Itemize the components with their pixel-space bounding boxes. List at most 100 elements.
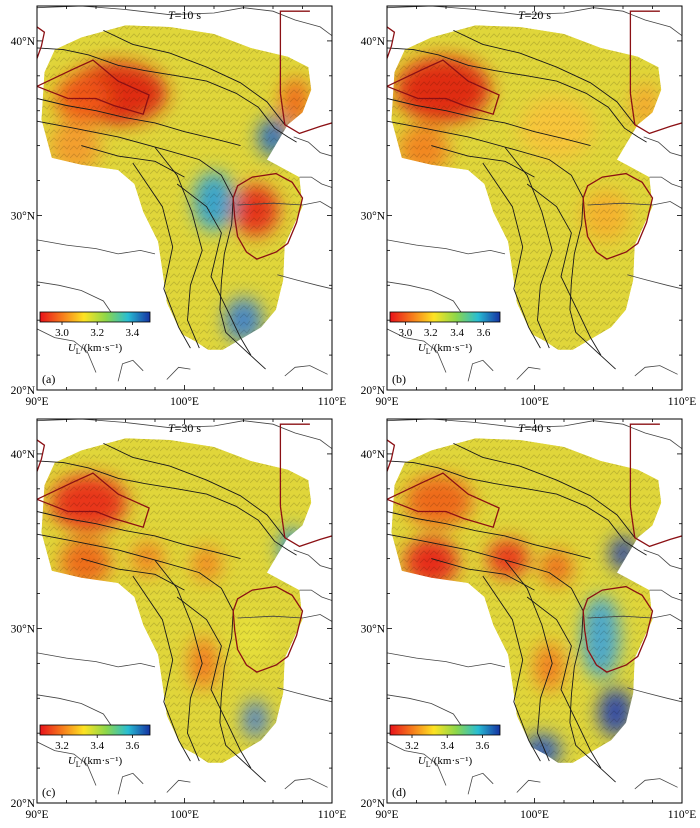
colorbar-tick-label: 3.2 <box>55 740 69 752</box>
block-boundary <box>387 47 647 143</box>
province-border <box>593 420 682 450</box>
colorbar <box>39 311 151 323</box>
map-lines <box>37 6 332 382</box>
province-border <box>37 741 97 786</box>
province-border <box>293 136 332 157</box>
axis-ticks <box>386 418 683 804</box>
block-boundary <box>132 575 191 762</box>
terrain-shading <box>391 438 662 763</box>
red-outline-edge <box>387 26 396 59</box>
province-border <box>627 274 682 290</box>
block-boundary <box>176 183 252 356</box>
lat-tick-label: 40°N <box>11 449 36 461</box>
province-border <box>37 239 156 255</box>
lat-tick-label: 40°N <box>11 36 36 48</box>
colorbar-tick-label: 3.4 <box>90 740 104 752</box>
lat-tick-label: 30°N <box>11 210 36 222</box>
lon-tick-label: 90°E <box>25 396 48 408</box>
province-border <box>587 201 682 209</box>
block-boundary <box>37 533 266 783</box>
province-border <box>387 419 594 429</box>
province-border <box>166 779 191 793</box>
province-border <box>593 7 682 37</box>
colorbar-tick-label: 3.2 <box>405 740 419 752</box>
block-boundary <box>482 575 541 762</box>
block-boundary <box>81 145 185 178</box>
period-title: T=20 s <box>518 8 551 22</box>
province-border <box>587 614 682 622</box>
province-border <box>37 281 116 319</box>
colorbar-tick-label: 3.6 <box>477 327 491 339</box>
map-panel-a: 90°E 100°E 110°E 20°N 30°N 40°N T=10 s (a) 3.0 3.… <box>0 0 350 410</box>
block-boundary <box>154 560 203 762</box>
lon-tick-label: 110°E <box>668 809 696 821</box>
province-border <box>634 778 678 790</box>
colorbar-tick-label: 3.2 <box>90 327 104 339</box>
block-boundary <box>453 29 636 125</box>
province-border <box>37 6 244 16</box>
lat-tick-label: 30°N <box>361 623 386 635</box>
panel-letter: (d) <box>392 785 406 799</box>
province-border <box>387 652 506 668</box>
province-border <box>37 694 116 732</box>
lat-tick-label: 20°N <box>361 385 386 397</box>
block-boundary <box>504 147 553 349</box>
period-title: T=10 s <box>168 8 201 22</box>
province-border <box>516 779 541 793</box>
lat-tick-label: 40°N <box>361 36 386 48</box>
province-border <box>643 136 682 157</box>
lon-tick-label: 110°E <box>318 396 346 408</box>
terrain-shading <box>391 25 662 350</box>
red-outline-sichuan <box>582 172 654 260</box>
map-svg: 90°E 100°E 110°E 20°N 30°N 40°N T=30 s (c) 3.2 3.… <box>11 418 346 821</box>
province-border <box>243 7 332 37</box>
map-svg: 90°E 100°E 110°E 20°N 30°N 40°N T=10 s (a) 3.0 3.… <box>11 5 346 408</box>
terrain-shading <box>41 438 312 763</box>
red-outline-qaidam <box>37 472 150 529</box>
province-border <box>277 274 332 290</box>
block-boundary <box>453 442 636 538</box>
block-boundary <box>526 596 602 769</box>
lon-tick-label: 90°E <box>375 396 398 408</box>
lat-tick-label: 40°N <box>361 449 386 461</box>
block-boundary <box>103 29 286 125</box>
red-outline-ordos <box>279 10 332 135</box>
lat-tick-label: 30°N <box>361 210 386 222</box>
block-boundary <box>37 47 297 143</box>
province-border <box>243 420 332 450</box>
map-lines <box>387 6 682 382</box>
velocity-field <box>41 25 312 350</box>
province-border <box>293 549 332 570</box>
lon-tick-label: 90°E <box>25 809 48 821</box>
red-outline-ordos <box>629 423 682 548</box>
panel-letter: (a) <box>42 372 55 386</box>
map-svg: 90°E 100°E 110°E 20°N 30°N 40°N T=20 s (b) 3.0 3.… <box>361 5 696 408</box>
red-outline-ordos <box>279 423 332 548</box>
lon-tick-label: 100°E <box>170 396 199 408</box>
velocity-field <box>391 438 662 763</box>
province-border <box>299 589 332 601</box>
province-border <box>649 176 682 188</box>
period-title: T=30 s <box>168 421 201 435</box>
block-boundary <box>154 147 203 349</box>
lon-tick-label: 90°E <box>375 809 398 821</box>
red-outline-edge <box>37 439 46 472</box>
block-boundary <box>103 442 286 538</box>
block-boundary <box>387 120 616 370</box>
block-boundary <box>504 560 553 762</box>
lon-tick-label: 100°E <box>520 396 549 408</box>
province-border <box>237 614 332 622</box>
map-lines <box>387 419 682 795</box>
velocity-field <box>41 438 312 763</box>
lat-tick-label: 20°N <box>361 798 386 810</box>
colorbar-unit: UL/(km·s⁻¹) <box>418 342 473 356</box>
province-border <box>37 328 97 373</box>
block-boundary <box>387 533 616 783</box>
province-border <box>516 366 541 380</box>
map-panel-c: 90°E 100°E 110°E 20°N 30°N 40°N T=30 s (c) 3.2 3.… <box>0 413 350 823</box>
block-boundary <box>176 596 252 769</box>
province-border <box>387 6 594 16</box>
block-boundary <box>431 145 535 178</box>
block-boundary <box>37 120 266 370</box>
province-border <box>37 652 156 668</box>
